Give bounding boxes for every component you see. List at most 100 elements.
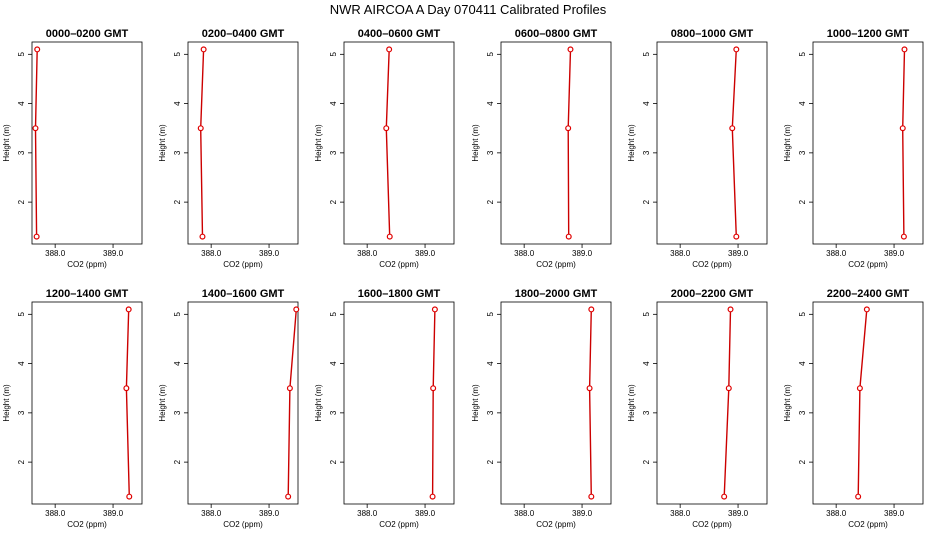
data-point [199,233,206,240]
figure-title: NWR AIRCOA A Day 070411 Calibrated Profi… [330,2,607,17]
x-axis-label: CO2 (ppm) [223,520,263,529]
y-tick-label: 5 [798,312,807,317]
y-tick-label: 2 [173,459,182,464]
y-axis-label: Height (m) [471,124,480,162]
data-point [125,306,132,313]
panel-10: 1800–2000 GMT 388.0 389.0 2 3 4 5 CO2 (ppm) Heig… [471,288,612,529]
plot-frame [31,41,143,245]
plot-frame [812,301,924,505]
panel-3: 0400–0600 GMT 388.0 389.0 2 3 4 5 CO2 (ppm) Heig… [314,28,455,269]
y-axis-label: Height (m) [627,384,636,422]
data-point [431,306,438,313]
y-axis-label: Height (m) [314,124,323,162]
y-tick-label: 5 [173,312,182,317]
data-point [386,46,393,53]
x-tick-label: 389.0 [728,509,749,518]
panel-title: 0200–0400 GMT [202,28,285,40]
x-tick-label: 389.0 [415,249,436,258]
plot-frame [343,301,455,505]
data-point [855,493,862,500]
x-axis-label: CO2 (ppm) [536,260,576,269]
profile-line [588,309,592,497]
profile-line [199,49,205,237]
y-tick-label: 3 [798,150,807,155]
y-tick-label: 5 [329,52,338,57]
panel-title: 2200–2400 GMT [827,288,910,300]
y-axis-label: Height (m) [783,124,792,162]
plot-frame [812,41,924,245]
x-tick-label: 389.0 [259,249,280,258]
x-tick-label: 389.0 [884,249,905,258]
data-point [430,385,437,392]
panel-8: 1400–1600 GMT 388.0 389.0 2 3 4 5 CO2 (ppm) Heig… [158,288,300,529]
y-tick-label: 5 [486,312,495,317]
data-point [733,46,740,53]
y-tick-label: 3 [798,410,807,415]
panel-title: 0600–0800 GMT [515,28,598,40]
data-point [586,385,593,392]
x-axis-label: CO2 (ppm) [692,260,732,269]
y-tick-label: 3 [173,150,182,155]
panel-1: 0000–0200 GMT 388.0 389.0 2 3 4 5 CO2 (ppm) Heig… [2,28,143,269]
x-tick-label: 388.0 [201,249,222,258]
x-tick-label: 389.0 [572,249,593,258]
x-tick-label: 388.0 [201,509,222,518]
data-point [383,125,390,132]
data-point [588,306,595,313]
data-point [32,125,39,132]
panel-title: 1200–1400 GMT [46,288,129,300]
profile-line [731,49,737,237]
y-tick-label: 2 [173,199,182,204]
data-point [34,46,41,53]
data-point [588,493,595,500]
y-tick-label: 3 [642,410,651,415]
plot-frame [500,301,612,505]
panel-title: 0800–1000 GMT [671,28,754,40]
plot-frame [187,41,299,245]
y-axis-label: Height (m) [314,384,323,422]
y-tick-label: 4 [329,361,338,366]
profile-line [125,309,130,497]
y-tick-label: 5 [173,52,182,57]
plot-frame [656,301,768,505]
y-tick-label: 2 [642,459,651,464]
x-axis-label: CO2 (ppm) [67,260,107,269]
y-tick-label: 3 [486,150,495,155]
data-point [899,125,906,132]
y-tick-label: 2 [486,199,495,204]
data-point [900,233,907,240]
profile-line [567,49,572,237]
data-point [565,233,572,240]
x-axis-label: CO2 (ppm) [536,520,576,529]
y-tick-label: 2 [798,459,807,464]
panel-title: 1600–1800 GMT [358,288,441,300]
panel-9: 1600–1800 GMT 388.0 389.0 2 3 4 5 CO2 (ppm) Heig… [314,288,455,529]
x-tick-label: 388.0 [826,249,847,258]
x-axis-label: CO2 (ppm) [692,520,732,529]
panel-4: 0600–0800 GMT 388.0 389.0 2 3 4 5 CO2 (ppm) Heig… [471,28,612,269]
y-tick-label: 2 [486,459,495,464]
y-tick-label: 4 [486,361,495,366]
data-point [733,233,740,240]
data-point [567,46,574,53]
y-tick-label: 5 [642,312,651,317]
x-axis-label: CO2 (ppm) [223,260,263,269]
x-tick-label: 388.0 [357,509,378,518]
y-tick-label: 4 [329,101,338,106]
data-point [293,306,300,313]
y-axis-label: Height (m) [471,384,480,422]
data-point [286,385,293,392]
y-tick-label: 5 [329,312,338,317]
y-axis-label: Height (m) [2,384,11,422]
x-axis-label: CO2 (ppm) [848,520,888,529]
panel-grid: 0000–0200 GMT 388.0 389.0 2 3 4 5 CO2 (ppm) Heig… [2,28,924,529]
y-tick-label: 4 [798,361,807,366]
x-tick-label: 389.0 [572,509,593,518]
x-tick-label: 388.0 [670,249,691,258]
y-tick-label: 3 [17,150,26,155]
panel-title: 1800–2000 GMT [515,288,598,300]
data-point [721,493,728,500]
panel-7: 1200–1400 GMT 388.0 389.0 2 3 4 5 CO2 (ppm) Heig… [2,288,143,529]
y-axis-label: Height (m) [783,384,792,422]
